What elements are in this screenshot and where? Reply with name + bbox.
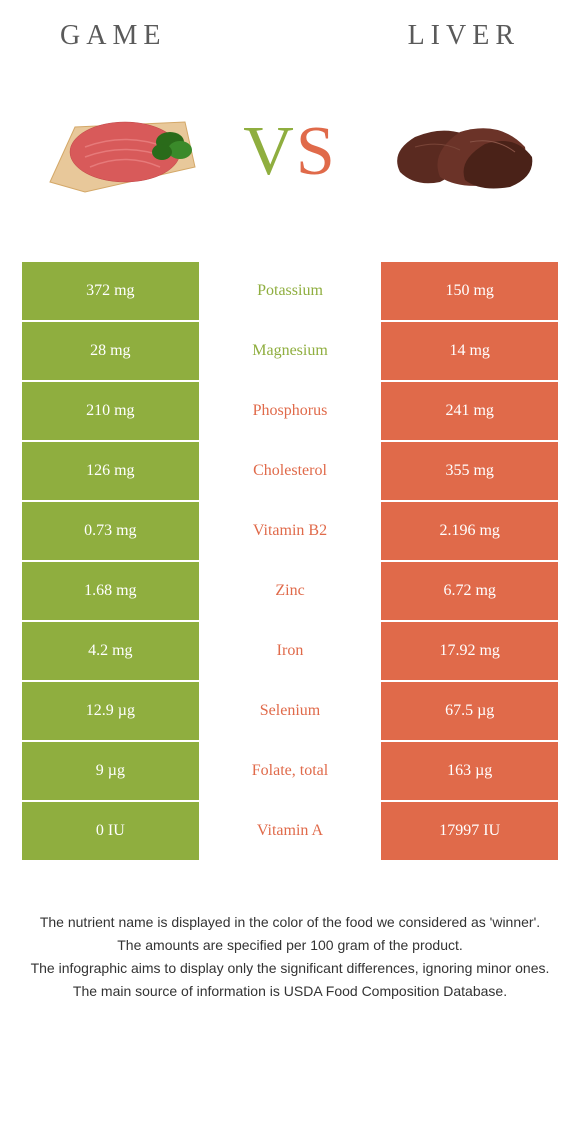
vs-row: VS	[0, 82, 580, 222]
table-row: 9 µgFolate, total163 µg	[22, 742, 558, 802]
vs-s: S	[296, 113, 337, 190]
right-value: 163 µg	[378, 742, 558, 800]
liver-image	[370, 92, 550, 212]
nutrient-label: Zinc	[202, 562, 379, 620]
table-row: 372 mgPotassium150 mg	[22, 262, 558, 322]
table-row: 12.9 µgSelenium67.5 µg	[22, 682, 558, 742]
left-value: 1.68 mg	[22, 562, 202, 620]
right-value: 67.5 µg	[378, 682, 558, 740]
table-row: 1.68 mgZinc6.72 mg	[22, 562, 558, 622]
right-value: 2.196 mg	[378, 502, 558, 560]
table-row: 210 mgPhosphorus241 mg	[22, 382, 558, 442]
title-left: GAME	[60, 20, 166, 52]
left-value: 0.73 mg	[22, 502, 202, 560]
left-value: 9 µg	[22, 742, 202, 800]
table-row: 0.73 mgVitamin B22.196 mg	[22, 502, 558, 562]
nutrient-label: Magnesium	[202, 322, 379, 380]
right-value: 355 mg	[378, 442, 558, 500]
nutrient-label: Potassium	[202, 262, 379, 320]
footnotes: The nutrient name is displayed in the co…	[0, 912, 580, 1002]
nutrient-label: Cholesterol	[202, 442, 379, 500]
left-value: 4.2 mg	[22, 622, 202, 680]
footnote-line: The infographic aims to display only the…	[30, 958, 550, 979]
nutrient-label: Folate, total	[202, 742, 379, 800]
footnote-line: The amounts are specified per 100 gram o…	[30, 935, 550, 956]
table-row: 4.2 mgIron17.92 mg	[22, 622, 558, 682]
vs-label: VS	[243, 112, 337, 192]
left-value: 126 mg	[22, 442, 202, 500]
left-value: 372 mg	[22, 262, 202, 320]
header: GAME LIVER	[0, 20, 580, 52]
right-value: 17997 IU	[378, 802, 558, 860]
nutrient-label: Vitamin B2	[202, 502, 379, 560]
right-value: 150 mg	[378, 262, 558, 320]
left-value: 0 IU	[22, 802, 202, 860]
right-value: 14 mg	[378, 322, 558, 380]
footnote-line: The main source of information is USDA F…	[30, 981, 550, 1002]
table-row: 28 mgMagnesium14 mg	[22, 322, 558, 382]
nutrient-label: Vitamin A	[202, 802, 379, 860]
right-value: 6.72 mg	[378, 562, 558, 620]
game-meat-image	[30, 92, 210, 212]
comparison-table: 372 mgPotassium150 mg28 mgMagnesium14 mg…	[22, 262, 558, 862]
nutrient-label: Phosphorus	[202, 382, 379, 440]
table-row: 0 IUVitamin A17997 IU	[22, 802, 558, 862]
table-row: 126 mgCholesterol355 mg	[22, 442, 558, 502]
left-value: 210 mg	[22, 382, 202, 440]
right-value: 241 mg	[378, 382, 558, 440]
nutrient-label: Iron	[202, 622, 379, 680]
right-value: 17.92 mg	[378, 622, 558, 680]
left-value: 12.9 µg	[22, 682, 202, 740]
nutrient-label: Selenium	[202, 682, 379, 740]
left-value: 28 mg	[22, 322, 202, 380]
vs-v: V	[243, 113, 296, 190]
title-right: LIVER	[408, 20, 520, 52]
footnote-line: The nutrient name is displayed in the co…	[30, 912, 550, 933]
